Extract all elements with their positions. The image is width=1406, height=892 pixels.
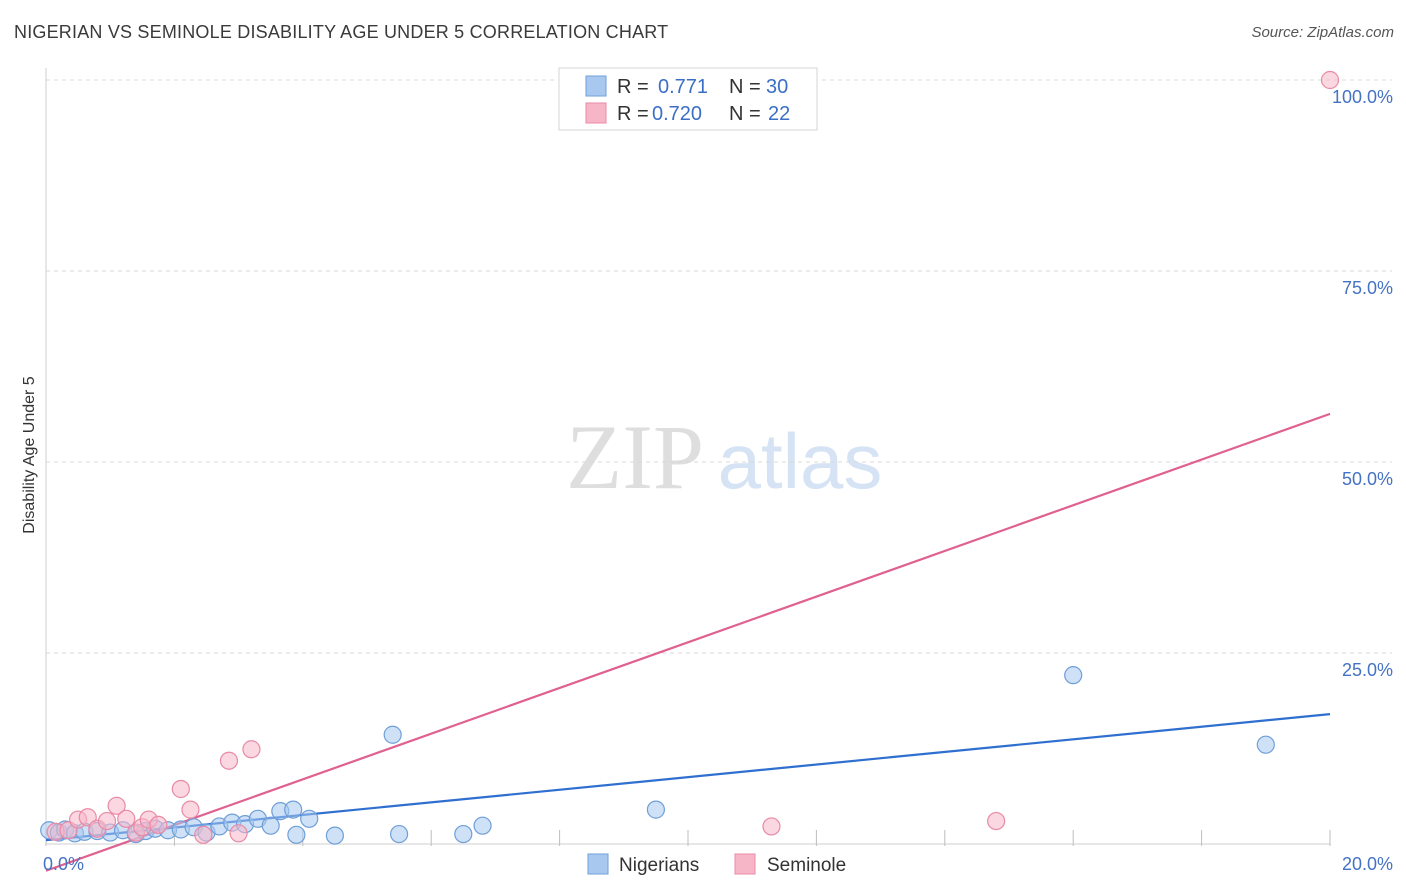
legend-r-value-2: 0.720 — [652, 103, 702, 125]
axis-layer — [45, 68, 1331, 846]
point-seminole — [117, 809, 136, 828]
point-nigerians — [473, 816, 492, 835]
y-tick-label: 100.0% — [1332, 87, 1393, 107]
point-seminole — [1320, 70, 1340, 90]
ticks-layer: 25.0% 50.0% 75.0% 100.0% 0.0% 20.0% — [43, 87, 1393, 874]
watermark-atlas: atlas — [718, 417, 883, 505]
chart-title: NIGERIAN VS SEMINOLE DISABILITY AGE UNDE… — [14, 22, 669, 42]
point-seminole — [762, 817, 781, 836]
y-tick-label: 50.0% — [1342, 469, 1393, 489]
grid-layer — [46, 79, 1392, 654]
point-nigerians — [646, 800, 666, 819]
point-nigerians — [261, 816, 280, 835]
point-nigerians — [454, 824, 473, 844]
point-nigerians — [325, 826, 344, 845]
legend-n-value-1: 30 — [766, 76, 788, 98]
point-seminole — [149, 815, 168, 835]
legend-r-label-1: R = — [617, 76, 649, 98]
legend-swatch-seminole — [585, 102, 607, 124]
point-seminole — [229, 824, 248, 843]
point-nigerians — [1256, 735, 1275, 754]
point-nigerians — [300, 809, 319, 828]
point-nigerians — [390, 824, 409, 844]
bottom-legend-label-nigerians[interactable]: Nigerians — [619, 855, 699, 876]
legend-n-label-1: N = — [729, 76, 761, 98]
x-tick-label: 20.0% — [1342, 854, 1393, 874]
bottom-legend-swatch-nigerians[interactable] — [587, 853, 609, 875]
y-axis-label: Disability Age Under 5 — [21, 376, 38, 534]
bottom-legend-label-seminole[interactable]: Seminole — [767, 855, 846, 876]
point-seminole — [171, 779, 190, 799]
point-seminole — [987, 811, 1006, 831]
point-seminole — [97, 811, 117, 831]
point-nigerians — [383, 725, 402, 744]
point-seminole — [219, 751, 239, 770]
point-seminole — [107, 796, 126, 815]
series-legend: Nigerians Seminole — [587, 853, 846, 876]
y-tick-label: 75.0% — [1342, 278, 1393, 298]
legend-swatch-nigerians — [585, 75, 607, 97]
correlation-legend: R = 0.771 N = 30 R = 0.720 N = 22 — [558, 67, 818, 131]
point-nigerians — [1064, 666, 1083, 685]
source-label: Source: ZipAtlas.com — [1251, 24, 1394, 41]
y-tick-label: 25.0% — [1342, 660, 1393, 680]
point-seminole — [242, 740, 261, 759]
legend-r-value-1: 0.771 — [658, 76, 708, 98]
point-nigerians — [287, 825, 306, 844]
trendline-seminole — [45, 412, 1331, 872]
point-seminole — [194, 825, 213, 844]
legend-n-label-2: N = — [729, 103, 761, 125]
point-seminole — [181, 800, 200, 819]
legend-n-value-2: 22 — [768, 103, 790, 125]
bottom-legend-swatch-seminole[interactable] — [734, 853, 756, 875]
points-layer — [40, 70, 1340, 845]
watermark-zip: ZIP — [566, 406, 704, 508]
point-nigerians — [284, 800, 303, 819]
legend-r-label-2: R = — [617, 103, 649, 125]
x-tick-label: 0.0% — [43, 854, 84, 874]
